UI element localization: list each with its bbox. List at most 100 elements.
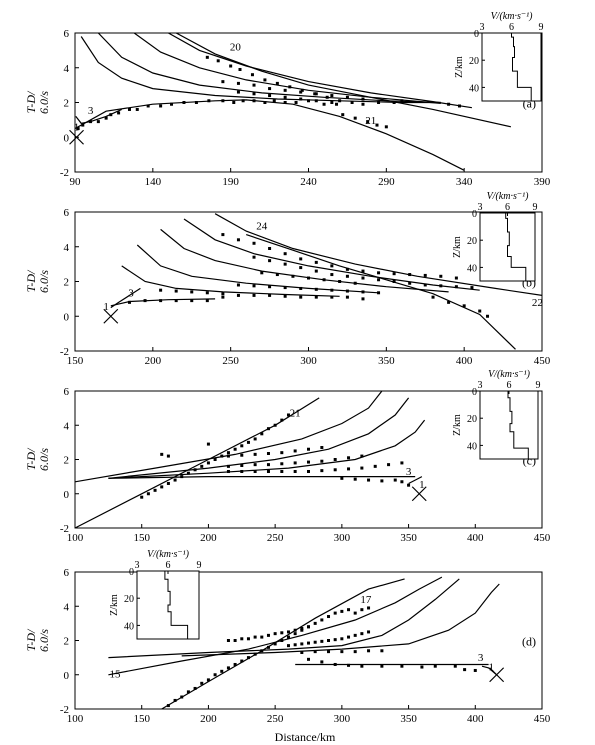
data-point: [127, 300, 131, 304]
data-point: [236, 81, 240, 85]
data-point: [293, 628, 297, 632]
data-point: [266, 469, 270, 473]
data-point: [454, 285, 458, 289]
data-point: [291, 274, 295, 278]
panel-b: 150 200 250 300 350 400 450-20246T-D/6.0/s1324…: [24, 191, 551, 367]
data-point: [361, 97, 365, 101]
data-point: [320, 618, 324, 622]
travel-time-curve: [108, 578, 460, 659]
data-point: [353, 650, 357, 654]
inset-y-label: Z/km: [454, 56, 465, 78]
y-axis-label: T-D/6.0/s: [24, 628, 51, 652]
y-tick-label: 0: [64, 132, 70, 144]
curve-annotation: 3: [406, 466, 412, 478]
data-point: [159, 104, 163, 108]
travel-time-curve: [214, 213, 542, 296]
data-point: [380, 664, 384, 668]
y-tick-label: 2: [64, 277, 70, 289]
data-point: [457, 104, 461, 108]
data-point: [322, 278, 326, 282]
data-point: [333, 458, 337, 461]
data-point: [268, 293, 272, 297]
data-point: [236, 293, 240, 297]
data-point: [307, 469, 310, 473]
data-point: [313, 92, 317, 96]
x-tick-label: 400: [467, 532, 484, 544]
data-point: [280, 639, 284, 642]
inset-x-label: V/(km·s⁻¹): [488, 369, 531, 380]
data-point: [314, 99, 318, 103]
data-point: [280, 462, 284, 466]
y-tick-label: 2: [64, 636, 70, 648]
data-point: [252, 255, 256, 259]
travel-time-curve: [175, 33, 512, 128]
curve-annotation: 1: [74, 121, 80, 133]
data-point: [241, 99, 245, 103]
data-point: [377, 271, 381, 275]
x-tick-label: 150: [133, 532, 150, 544]
data-point: [283, 88, 287, 92]
data-point: [266, 463, 270, 467]
data-point: [314, 287, 318, 291]
data-point: [280, 631, 284, 635]
data-point: [206, 442, 210, 446]
data-point: [320, 446, 324, 450]
data-point: [325, 95, 329, 99]
data-point: [89, 120, 93, 124]
data-point: [236, 90, 240, 94]
data-point: [345, 289, 349, 293]
data-point: [347, 608, 351, 612]
data-point: [300, 642, 304, 646]
data-point: [166, 704, 170, 708]
y-label-main: T-D/: [24, 269, 38, 292]
data-point: [186, 471, 190, 475]
data-point: [280, 418, 284, 422]
data-point: [314, 260, 318, 264]
travel-time-curve: [408, 476, 423, 485]
x-tick-label: 300: [334, 532, 351, 544]
data-point: [159, 299, 163, 303]
data-point: [273, 642, 277, 646]
data-point: [275, 81, 279, 85]
x-tick-label: 190: [222, 176, 239, 188]
inset-y-tick-label: 40: [469, 83, 479, 94]
curve-annotation: 1: [419, 479, 425, 491]
x-tick-label: 400: [456, 355, 473, 367]
travel-time-curve: [168, 33, 472, 109]
data-point: [226, 666, 230, 670]
data-point: [447, 102, 451, 106]
y-tick-label: 4: [64, 601, 70, 613]
data-point: [240, 469, 244, 473]
data-point: [153, 488, 157, 492]
data-point: [200, 464, 204, 468]
data-point: [273, 423, 277, 427]
data-point: [232, 101, 236, 104]
data-point: [252, 83, 256, 87]
data-point: [280, 469, 284, 473]
x-tick-label: 200: [200, 532, 217, 544]
data-point: [307, 625, 310, 629]
data-point: [226, 639, 230, 642]
data-point: [330, 295, 334, 299]
data-point: [361, 269, 365, 273]
y-label-den: 6.0/s: [37, 448, 51, 471]
data-point: [233, 662, 237, 666]
data-point: [263, 78, 267, 82]
inset-y-tick-label: 0: [472, 209, 477, 220]
data-point: [340, 609, 344, 613]
data-point: [182, 101, 186, 104]
velocity-profile: [507, 391, 529, 459]
inset-y-tick-label: 0: [472, 387, 477, 398]
data-point: [146, 104, 150, 108]
data-point: [96, 120, 100, 124]
x-tick-label: 200: [200, 713, 217, 725]
inset-y-tick-label: 20: [124, 594, 134, 605]
data-point: [272, 99, 276, 103]
y-label-main: T-D/: [24, 628, 38, 651]
data-point: [380, 649, 384, 653]
travel-time-curve: [136, 244, 379, 294]
data-point: [283, 262, 287, 266]
inset-y-label: Z/km: [452, 236, 463, 258]
data-point: [300, 627, 304, 631]
